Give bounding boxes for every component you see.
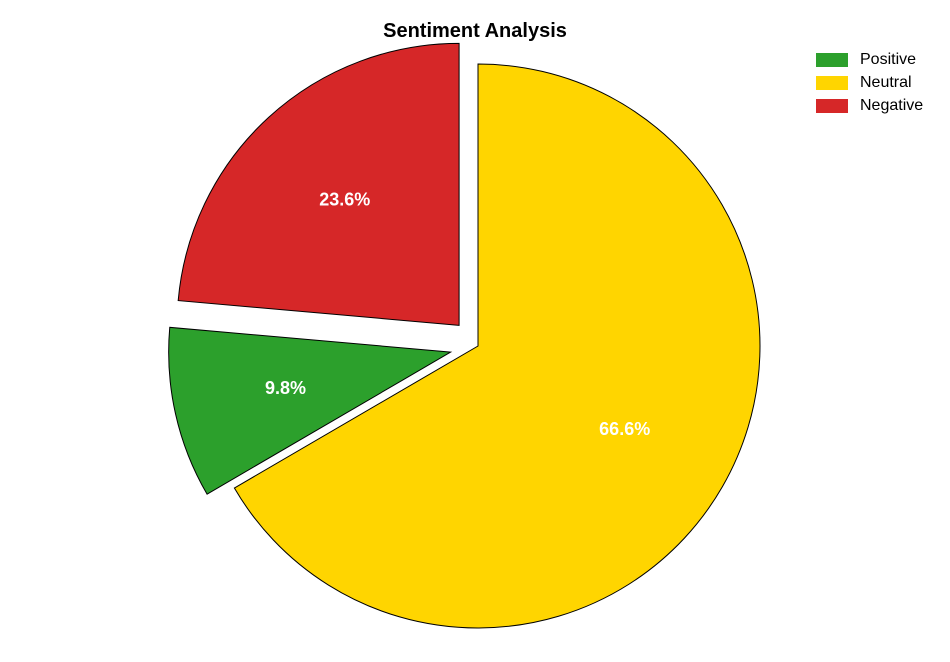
legend-swatch <box>816 99 848 113</box>
pie-slice-label: 9.8% <box>265 378 306 398</box>
legend-swatch <box>816 53 848 67</box>
pie-slice-negative <box>178 43 459 325</box>
legend-label: Neutral <box>860 74 912 92</box>
legend: Positive Neutral Negative <box>816 48 923 117</box>
legend-item: Negative <box>816 94 923 117</box>
legend-item: Neutral <box>816 71 923 94</box>
pie-slice-label: 23.6% <box>319 189 370 209</box>
pie-slice-label: 66.6% <box>599 419 650 439</box>
pie-svg: 66.6% 9.8% 23.6% <box>0 0 950 662</box>
legend-label: Positive <box>860 51 916 69</box>
legend-swatch <box>816 76 848 90</box>
chart-title: Sentiment Analysis <box>0 20 950 43</box>
sentiment-pie-chart: 66.6% 9.8% 23.6% Sentiment Analysis Positi… <box>0 0 950 662</box>
legend-item: Positive <box>816 48 923 71</box>
legend-label: Negative <box>860 97 923 115</box>
